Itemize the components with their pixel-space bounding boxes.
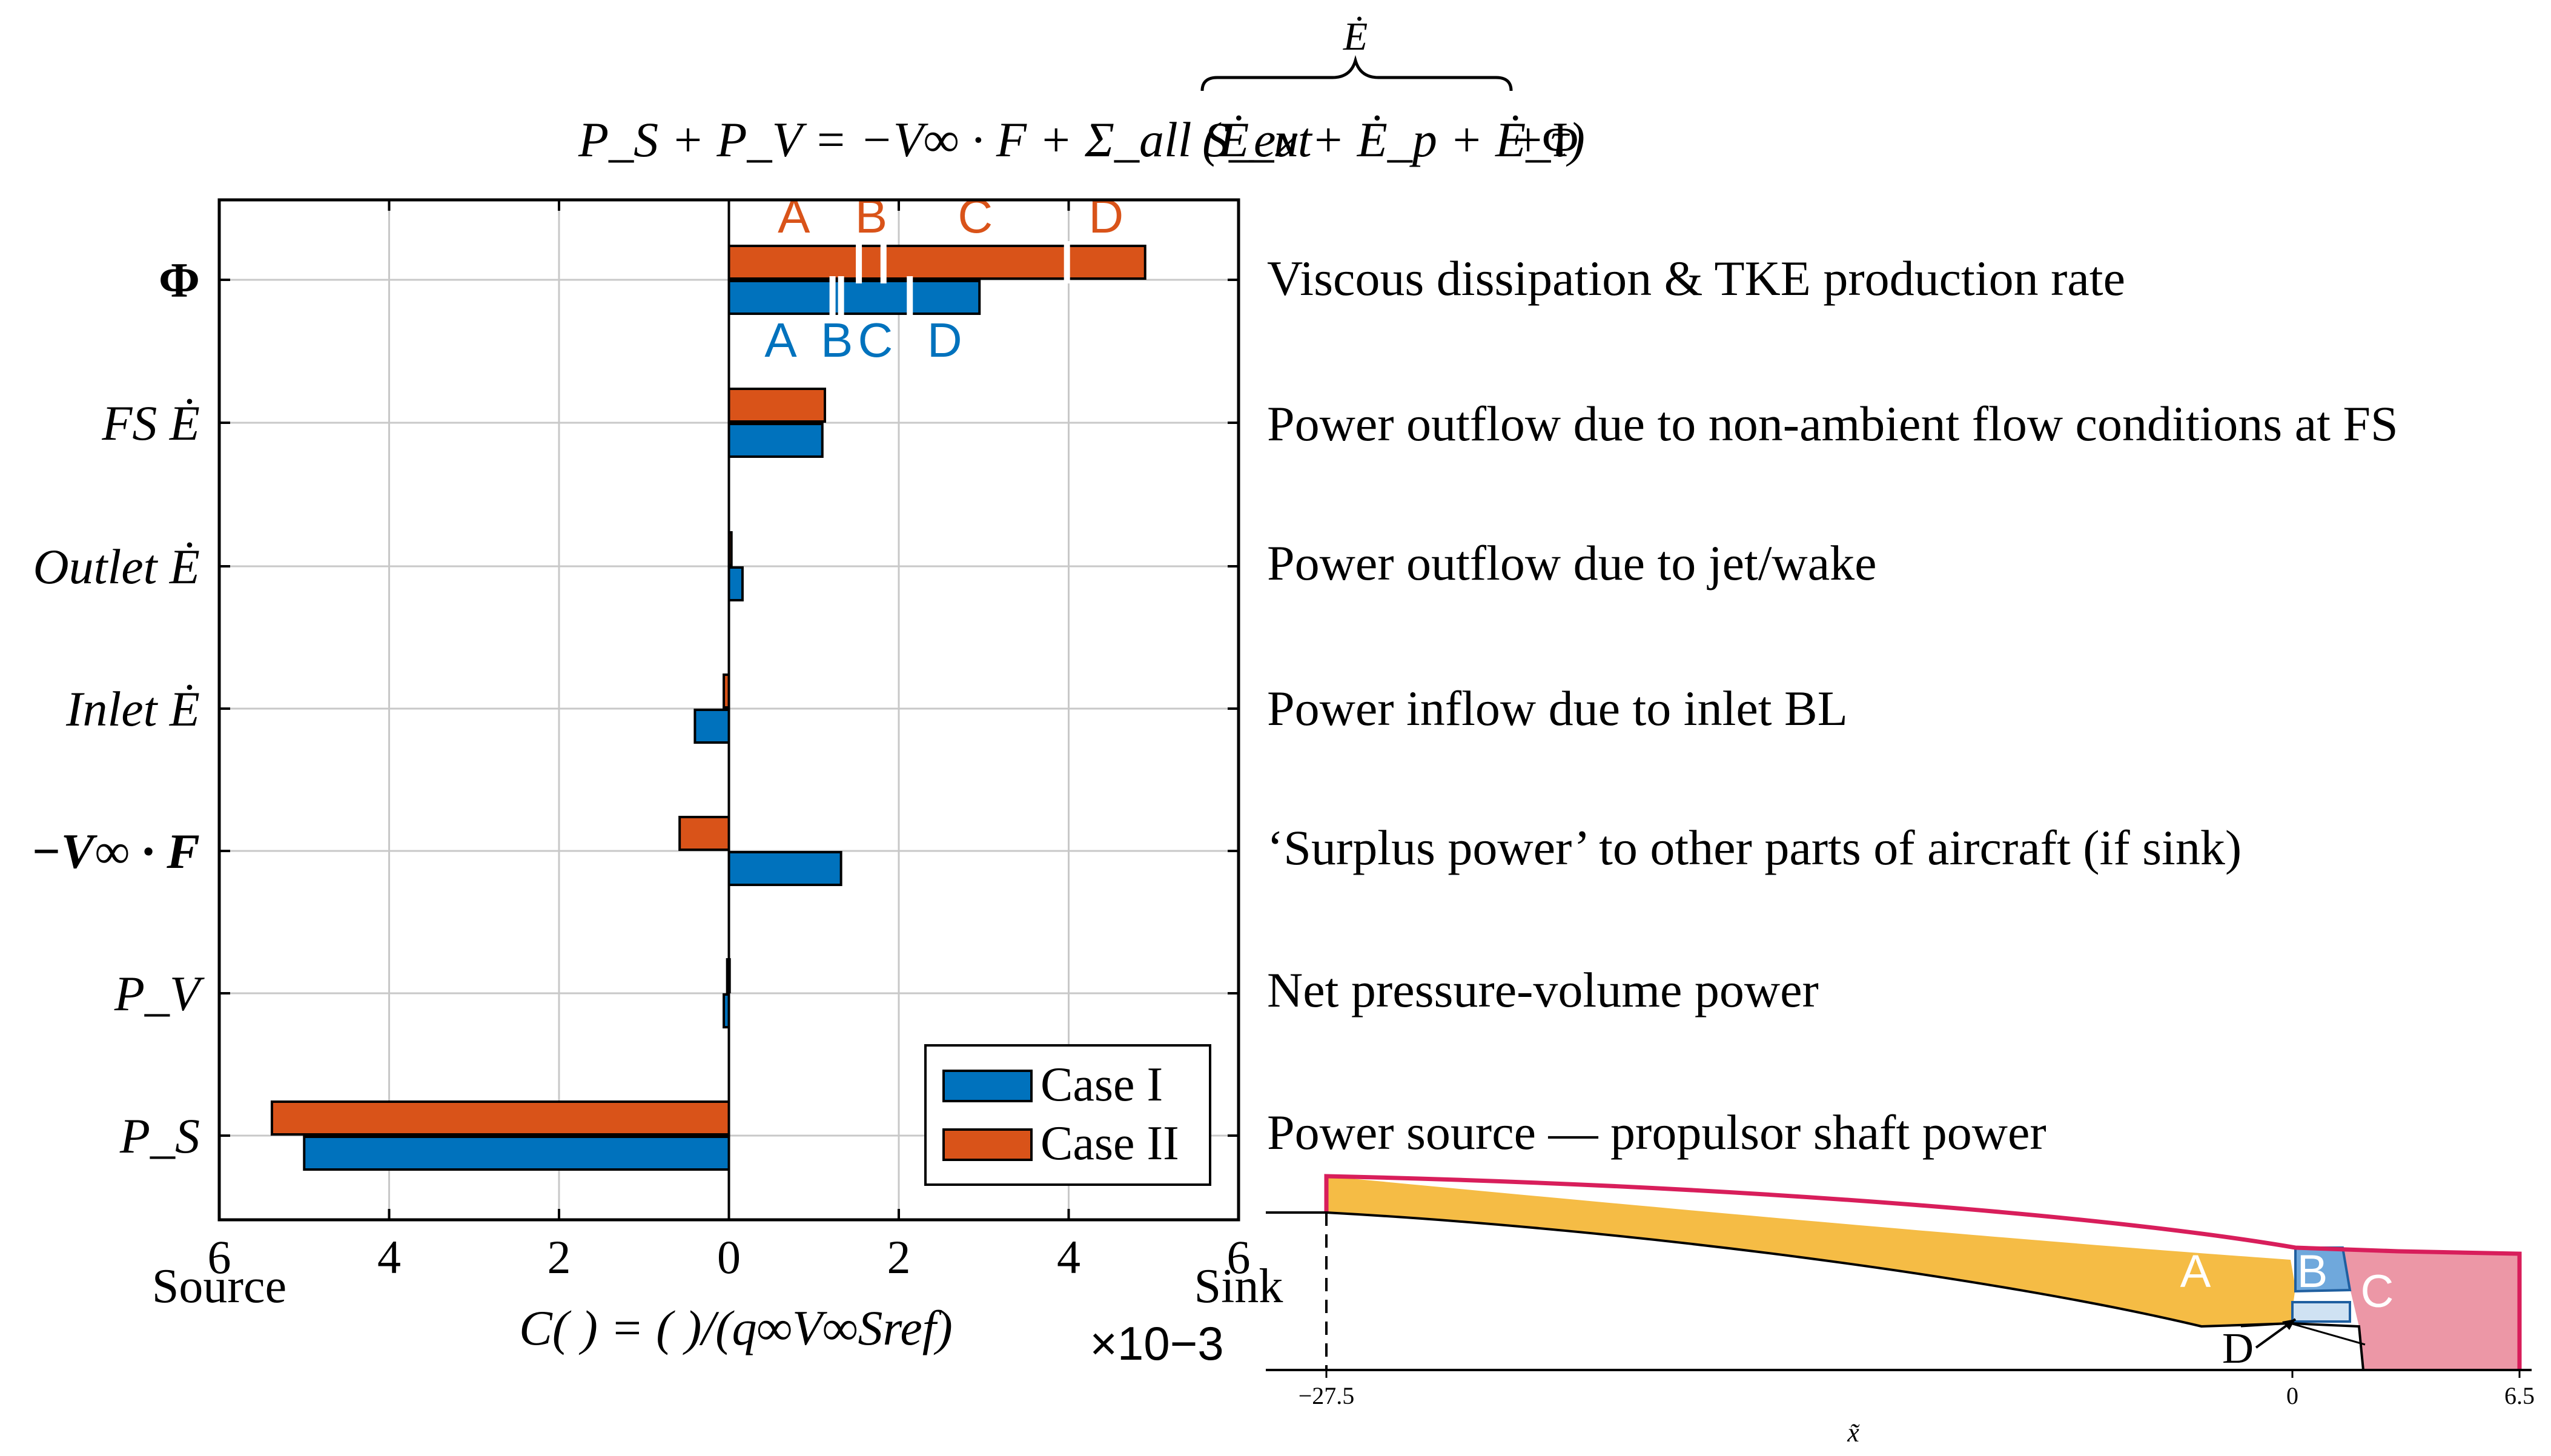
equation-lhs: P_S + P_V = −V∞ · F + Σ_all S_ext (578, 112, 1313, 167)
legend-box (924, 1044, 1211, 1186)
bar-case2 (270, 1100, 730, 1136)
x-tick-label: 2 (887, 1231, 911, 1283)
region-c-shape (2343, 1248, 2520, 1370)
category-label: FS Ė (101, 395, 200, 451)
header-equation: P_S + P_V = −V∞ · F + Σ_all S_ext (Ė_u +… (578, 15, 1585, 167)
legend-label-case2: Case II (1041, 1117, 1179, 1170)
bar-case1 (303, 1136, 730, 1171)
nacelle-outline (1324, 1174, 2522, 1370)
bar-case2 (727, 245, 1146, 280)
inset-tick-label-zero: 0 (2286, 1382, 2298, 1409)
bar-case1 (727, 280, 981, 315)
phi-segment-label: D (927, 313, 962, 367)
bar-case2 (678, 816, 730, 851)
x-axis: 6 4 2 0 2 4 6 (208, 200, 1251, 1283)
inset-geometry: −27.5 0 6.5 x̃ A B C D (1266, 1174, 2535, 1448)
x-tick-label: 2 (548, 1231, 571, 1283)
description-inlet: Power inflow due to inlet BL (1267, 681, 1848, 736)
region-a-shape (1326, 1176, 2295, 1326)
description-phi: Viscous dissipation & TKE production rat… (1267, 251, 2125, 306)
bar-case2 (723, 673, 730, 709)
legend-swatch-case1 (942, 1070, 1033, 1102)
category-label: P_S (119, 1108, 200, 1163)
bar-case1 (727, 851, 842, 886)
x-axis-multiplier: ×10−3 (1090, 1317, 1223, 1370)
x-axis-sink-label: Sink (1194, 1260, 1283, 1313)
bar-case1 (723, 993, 730, 1028)
description-surplus: ‘Surplus power’ to other parts of aircra… (1267, 820, 2242, 875)
brace-label: Ė (1343, 15, 1368, 59)
y-axis: Φ FS Ė Outlet Ė Inlet Ė −V∞ · F P_V P_S (31, 253, 1239, 1163)
phi-segment-label: C (858, 313, 893, 367)
body-contour (1266, 1211, 2364, 1371)
inset-tick-label-left: −27.5 (1299, 1382, 1355, 1409)
inset-x-label: x̃ (1847, 1418, 1860, 1448)
phi-segment-label: B (855, 189, 887, 243)
x-tick-label: 4 (1057, 1231, 1080, 1283)
phi-separator (907, 276, 913, 319)
description-pv: Net pressure-volume power (1267, 962, 1819, 1018)
inset-tick-label-right: 6.5 (2504, 1382, 2535, 1409)
category-label: −V∞ · F (31, 824, 200, 879)
equation-tail: +Φ (1514, 112, 1578, 167)
description-outlet: Power outflow due to jet/wake (1267, 535, 1877, 591)
category-label: Φ (159, 253, 200, 308)
phi-separator (856, 241, 862, 283)
category-label: Outlet Ė (33, 539, 200, 594)
phi-segment-label: D (1088, 189, 1123, 243)
description-fs: Power outflow due to non-ambient flow co… (1267, 396, 2398, 451)
region-d-shape (2291, 1301, 2351, 1323)
x-tick-label: 4 (377, 1231, 401, 1283)
bar-case2 (726, 958, 731, 993)
phi-separator (1064, 241, 1070, 283)
x-axis-title: C( ) = ( )/(q∞V∞Sref) (519, 1300, 953, 1355)
phi-separator (829, 276, 836, 319)
x-tick-label: 6 (208, 1231, 231, 1283)
category-label: P_V (114, 966, 205, 1021)
bar-case1 (727, 566, 744, 601)
x-tick-label: 6 (1227, 1231, 1251, 1283)
phi-segment-label: A (778, 189, 810, 243)
x-tick-label: 0 (717, 1231, 741, 1283)
row-descriptions: Viscous dissipation & TKE production rat… (1267, 251, 2398, 1160)
overbrace (1200, 55, 1513, 91)
category-label: Inlet Ė (65, 681, 200, 736)
inset-label-d: D (2222, 1324, 2254, 1372)
bars (270, 245, 1146, 1171)
bar-case1 (693, 709, 730, 744)
phi-breakdown: A B C DA B C D (764, 189, 1123, 367)
phi-segment-label: A (764, 313, 797, 367)
bar-case2 (727, 531, 733, 566)
description-ps: Power source — propulsor shaft power (1267, 1105, 2046, 1160)
x-axis-source-label: Source (152, 1260, 286, 1313)
phi-segment-label: C (958, 189, 993, 243)
inset-label-a: A (2180, 1246, 2211, 1297)
legend-label-case1: Case I (1041, 1058, 1163, 1111)
inset-label-d-arrowhead (2282, 1319, 2295, 1330)
legend: Case I Case II (924, 1044, 1211, 1186)
phi-segment-label: B (821, 313, 853, 367)
phi-separator (838, 276, 844, 319)
phi-separator (880, 241, 887, 283)
bar-case1 (727, 423, 824, 458)
equation-brace-terms: (Ė_u + Ė_p + Ė_τ) (1202, 112, 1585, 167)
bar-case2 (727, 388, 826, 423)
inset-label-b: B (2297, 1246, 2328, 1297)
legend-swatch-case2 (942, 1128, 1033, 1161)
inset-label-c: C (2361, 1266, 2394, 1317)
